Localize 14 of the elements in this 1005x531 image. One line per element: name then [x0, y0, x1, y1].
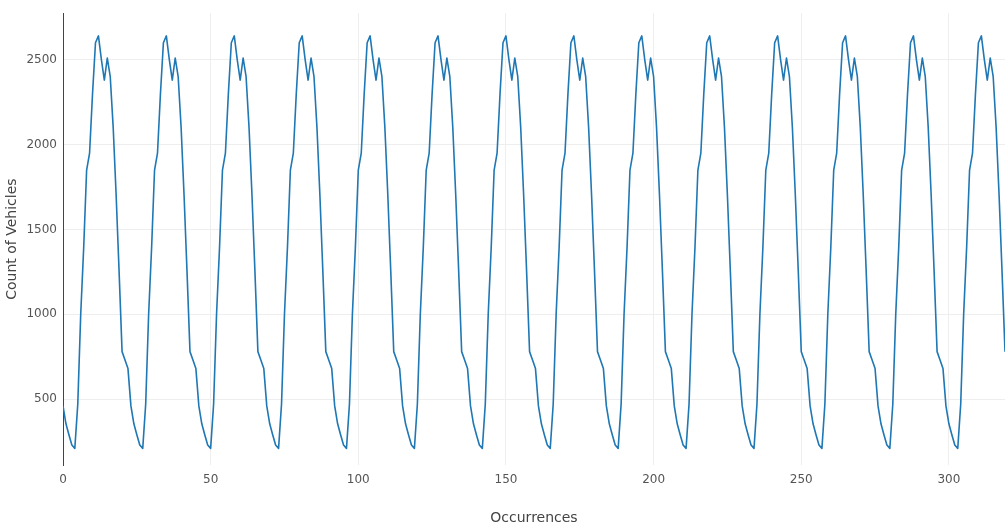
y-axis-title: Count of Vehicles — [3, 178, 20, 300]
y-tick-label: 1500 — [26, 221, 57, 236]
y-tick-label: 2000 — [26, 136, 57, 151]
x-tick-label: 200 — [642, 472, 666, 487]
x-tick-label: 50 — [203, 472, 219, 487]
y-tick-label: 500 — [34, 391, 57, 406]
x-tick-label: 250 — [789, 472, 813, 487]
x-tick-label: 0 — [59, 472, 67, 487]
x-tick-label: 100 — [346, 472, 370, 487]
y-tick-label: 2500 — [26, 51, 57, 66]
x-tick-label: 150 — [494, 472, 518, 487]
y-tick-label: 1000 — [26, 306, 57, 321]
x-axis-title: Occurrences — [490, 509, 578, 526]
x-tick-label: 300 — [937, 472, 961, 487]
